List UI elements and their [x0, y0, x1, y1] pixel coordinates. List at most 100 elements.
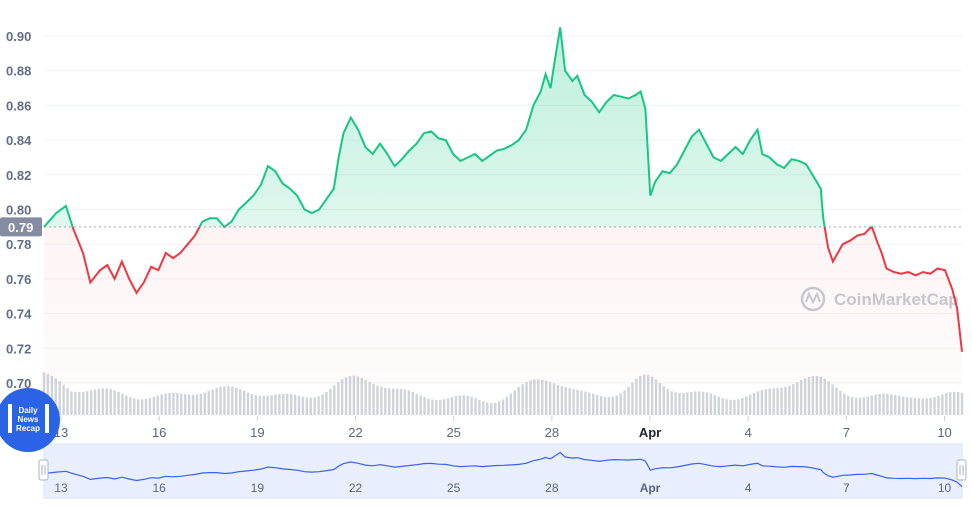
volume-bar — [411, 391, 414, 415]
y-tick-label: 0.74 — [6, 307, 32, 322]
volume-bar — [639, 376, 642, 415]
volume-bar — [329, 388, 332, 415]
volume-bar — [293, 394, 297, 415]
volume-bar — [611, 396, 615, 415]
volume-bar — [568, 388, 571, 415]
volume-bar — [517, 387, 520, 415]
volume-bar — [309, 397, 312, 415]
volume-bar — [674, 392, 677, 415]
volume-bar — [768, 388, 771, 415]
navigator-x-axis: 13 16 19 22 25 28 Apr 4 7 10 — [54, 481, 951, 495]
volume-bar — [646, 374, 650, 415]
volume-bar — [66, 387, 69, 415]
volume-bar — [101, 388, 105, 415]
volume-bar — [835, 387, 838, 415]
volume-bar — [792, 384, 795, 415]
volume-bar — [631, 382, 634, 415]
volume-bar — [407, 390, 411, 415]
volume-bar — [482, 401, 485, 415]
badge-logo-text: Recap — [16, 424, 40, 433]
volume-bar — [760, 390, 764, 415]
navigator-tick-label: 22 — [349, 481, 363, 495]
volume-bar — [129, 397, 132, 415]
volume-bar — [796, 382, 799, 415]
area-fill-down — [44, 226, 962, 383]
navigator-right-handle[interactable] — [956, 459, 967, 481]
navigator-left-handle[interactable] — [38, 459, 49, 481]
navigator-left-handle-box[interactable] — [38, 459, 49, 481]
volume-bar — [62, 384, 65, 415]
volume-bar — [490, 403, 493, 415]
volume-bar — [360, 377, 363, 415]
volume-bar — [588, 392, 591, 415]
navigator-tick-label: 13 — [54, 481, 68, 495]
volume-bar — [850, 397, 854, 415]
volume-bar — [905, 397, 909, 415]
range-navigator[interactable]: 13 16 19 22 25 28 Apr 4 7 10 — [38, 443, 967, 499]
volume-bar — [136, 399, 140, 415]
navigator-range[interactable] — [43, 443, 963, 499]
film-strip-icon — [8, 404, 12, 433]
volume-bar — [643, 374, 646, 415]
navigator-tick-label: 28 — [545, 481, 559, 495]
volume-bar — [615, 395, 618, 415]
volume-bar — [274, 394, 277, 415]
y-tick-label: 0.72 — [6, 341, 31, 356]
volume-bar — [858, 397, 862, 415]
volume-bar — [148, 398, 152, 415]
volume-bar — [595, 395, 599, 415]
x-tick-label: Apr — [639, 425, 661, 440]
volume-bar — [541, 379, 544, 415]
volume-bar — [717, 396, 720, 415]
volume-bar — [109, 389, 112, 415]
volume-bar — [556, 384, 560, 415]
volume-bar — [82, 391, 85, 415]
volume-bar — [368, 381, 371, 415]
volume-bar — [882, 393, 885, 415]
volume-bar — [403, 389, 407, 415]
volume-bar — [929, 398, 932, 415]
volume-bar — [191, 394, 195, 415]
volume-bar — [203, 392, 207, 415]
volume-bar — [552, 383, 556, 415]
volume-bar — [117, 391, 120, 415]
volume-bar — [776, 387, 779, 415]
volume-bar — [548, 382, 552, 415]
volume-bar — [741, 398, 744, 415]
volume-bar — [521, 384, 524, 415]
volume-bar — [152, 396, 156, 415]
navigator-tick-label: 16 — [152, 481, 166, 495]
volume-bar — [211, 389, 214, 415]
volume-bar — [446, 398, 450, 415]
volume-bar — [505, 396, 509, 415]
volume-bar — [580, 390, 583, 415]
volume-bar — [870, 395, 873, 415]
volume-bar — [344, 377, 348, 415]
daily-news-recap-badge[interactable]: Daily News Recap — [0, 388, 60, 452]
volume-bar — [105, 388, 108, 415]
volume-bar — [270, 395, 273, 415]
volume-bar — [439, 399, 442, 415]
badge-circle[interactable] — [0, 388, 60, 452]
volume-bar — [909, 397, 913, 415]
film-strip-icon — [45, 404, 49, 433]
volume-bar — [364, 379, 367, 415]
volume-bar — [50, 375, 54, 415]
volume-bar — [180, 393, 183, 415]
volume-bar — [242, 390, 246, 415]
volume-bar — [450, 397, 454, 415]
volume-bar — [164, 393, 167, 415]
volume-bar — [721, 398, 724, 415]
volume-bar — [925, 398, 928, 415]
volume-bar — [278, 393, 281, 415]
volume-bar — [372, 383, 375, 415]
volume-bar — [282, 393, 285, 415]
volume-bar — [227, 386, 230, 415]
navigator-right-handle-box[interactable] — [956, 459, 967, 481]
volume-bar — [752, 392, 756, 415]
y-tick-label: 0.88 — [6, 64, 31, 79]
volume-bar — [650, 376, 654, 415]
volume-bar — [819, 376, 822, 415]
volume-bar — [442, 399, 446, 415]
volume-bar — [682, 392, 685, 415]
